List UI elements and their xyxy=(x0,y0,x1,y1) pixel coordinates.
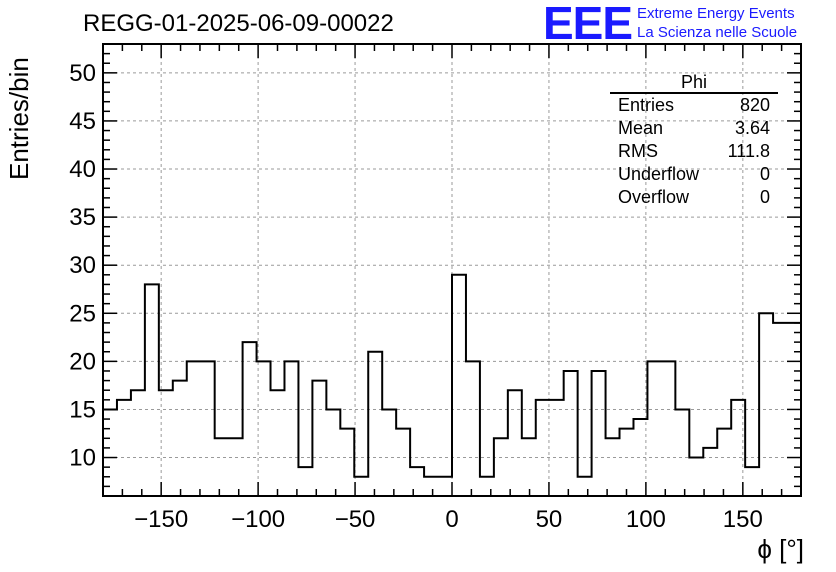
histogram-bin xyxy=(494,438,508,496)
histogram-bin xyxy=(550,400,564,496)
histogram-bin xyxy=(298,467,312,496)
histogram-bin xyxy=(606,438,620,496)
histogram-bin xyxy=(340,429,354,496)
y-tick-label: 30 xyxy=(69,252,96,279)
x-tick-label: 150 xyxy=(723,506,763,533)
stats-label: Underflow xyxy=(618,164,700,184)
y-tick-label: 15 xyxy=(69,396,96,423)
y-tick-label: 40 xyxy=(69,156,96,183)
histogram-bin xyxy=(745,467,759,496)
logo-caption-line1: Extreme Energy Events xyxy=(637,5,795,22)
histogram-bin xyxy=(703,448,717,496)
histogram-bin xyxy=(354,477,368,496)
histogram-bin xyxy=(103,409,117,496)
histogram-bin xyxy=(410,467,424,496)
histogram-bin xyxy=(257,361,271,496)
y-tick-label: 50 xyxy=(69,60,96,87)
histogram-bin xyxy=(564,371,578,496)
x-tick-label: −100 xyxy=(231,506,285,533)
histogram-bin xyxy=(689,458,703,496)
x-axis-label: ϕ [°] xyxy=(757,534,804,564)
stats-label: Mean xyxy=(618,118,664,138)
stats-title: Phi xyxy=(610,72,778,94)
histogram-bin xyxy=(480,477,494,496)
histogram-bin xyxy=(145,284,159,496)
histogram-bin xyxy=(396,429,410,496)
histogram-bin xyxy=(131,390,145,496)
y-tick-label: 25 xyxy=(69,300,96,327)
stats-label: Entries xyxy=(618,95,675,115)
x-tick-label: 0 xyxy=(445,506,458,533)
histogram-bin xyxy=(215,438,229,496)
eee-logo: EEE xyxy=(543,0,633,49)
histogram-bin xyxy=(592,371,606,496)
x-tick-label: 50 xyxy=(536,506,563,533)
y-tick-label: 35 xyxy=(69,204,96,231)
histogram-bin xyxy=(243,342,257,496)
y-tick-label: 10 xyxy=(69,445,96,472)
y-axis-label: Entries/bin xyxy=(4,57,34,180)
y-tick-label: 20 xyxy=(69,348,96,375)
histogram-bin xyxy=(312,381,326,496)
stats-value: 111.8 xyxy=(727,141,770,161)
stats-value: 0 xyxy=(759,164,770,184)
stats-value: 0 xyxy=(759,187,770,207)
histogram-bin xyxy=(368,352,382,496)
stats-box: Phi Entries 820 Mean 3.64 RMS 111.8 Unde… xyxy=(610,72,778,209)
histogram-bin xyxy=(424,477,438,496)
histogram-bin xyxy=(773,323,787,496)
histogram-bin xyxy=(173,381,187,496)
histogram-bin xyxy=(661,361,675,496)
histogram-bin xyxy=(452,275,466,496)
histogram-bin xyxy=(271,390,285,496)
stats-row-mean: Mean 3.64 xyxy=(610,117,778,140)
histogram-bin xyxy=(717,429,731,496)
histogram-bin xyxy=(620,429,634,496)
histogram-bin xyxy=(187,361,201,496)
stats-label: Overflow xyxy=(618,187,690,207)
histogram-bin xyxy=(382,409,396,496)
stats-label: RMS xyxy=(618,141,658,161)
histogram-bin xyxy=(284,361,298,496)
logo-caption-line2: La Scienza nelle Scuole xyxy=(637,24,798,41)
stats-value: 3.64 xyxy=(734,118,770,138)
histogram-bin xyxy=(117,400,131,496)
histogram-bin xyxy=(536,400,550,496)
x-tick-label: −150 xyxy=(134,506,188,533)
y-tick-label: 45 xyxy=(69,108,96,135)
stats-row-entries: Entries 820 xyxy=(610,94,778,117)
stats-row-rms: RMS 111.8 xyxy=(610,140,778,163)
histogram-bin xyxy=(759,313,773,496)
stats-row-underflow: Underflow 0 xyxy=(610,163,778,186)
x-tick-label: 100 xyxy=(626,506,666,533)
histogram-bin xyxy=(438,477,452,496)
histogram-bin xyxy=(159,390,173,496)
histogram-bin xyxy=(229,438,243,496)
histogram-bin xyxy=(201,361,215,496)
stats-row-overflow: Overflow 0 xyxy=(610,186,778,209)
histogram-bin xyxy=(508,390,522,496)
chart-title: REGG-01-2025-06-09-00022 xyxy=(83,10,394,37)
x-tick-label: −50 xyxy=(335,506,376,533)
histogram-bin xyxy=(466,361,480,496)
histogram-bin xyxy=(326,409,340,496)
logo-caption: Extreme Energy Events La Scienza nelle S… xyxy=(637,4,797,42)
histogram-bin xyxy=(522,438,536,496)
histogram-bin xyxy=(675,409,689,496)
histogram-bin xyxy=(578,477,592,496)
histogram-bin xyxy=(731,400,745,496)
histogram-bin xyxy=(647,361,661,496)
stats-value: 820 xyxy=(739,95,770,115)
histogram-series-phi xyxy=(103,273,801,478)
